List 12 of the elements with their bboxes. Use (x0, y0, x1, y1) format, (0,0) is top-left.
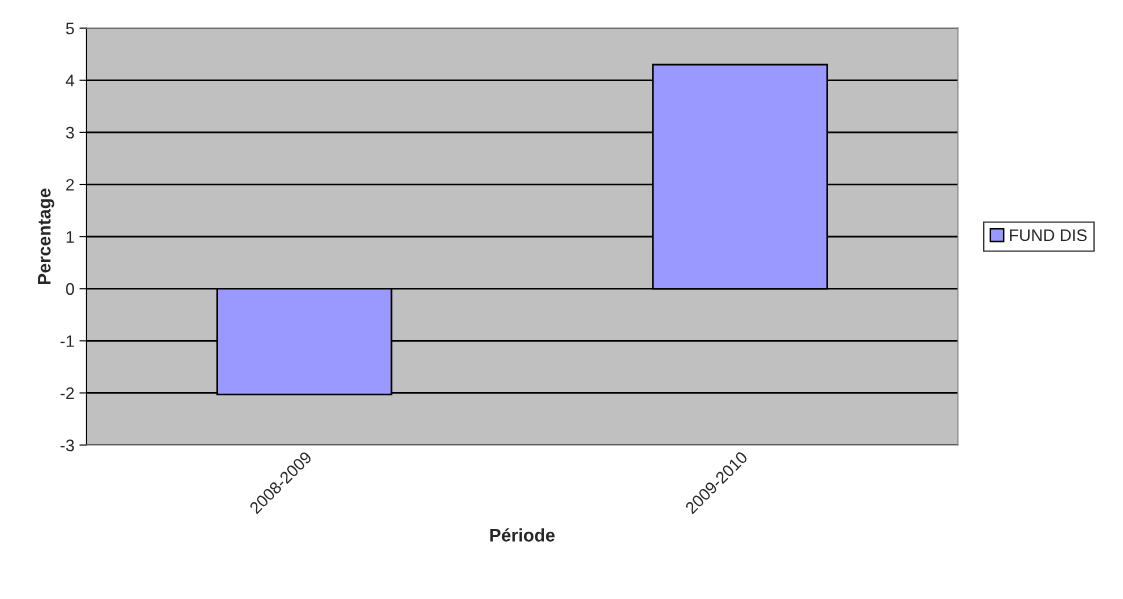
y-tick-label: 0 (66, 283, 75, 295)
y-tick-label: 4 (65, 74, 75, 87)
y-tick-label: -2 (60, 387, 74, 399)
y-tick-label: 3 (66, 126, 74, 139)
x-axis-title: Période (490, 528, 555, 542)
y-tick-label: -1 (60, 335, 74, 347)
y-tick-label: -3 (60, 439, 74, 452)
y-tick-label: 1 (66, 231, 74, 243)
y-tick-label: 2 (66, 178, 74, 191)
legend-label: FUND DIS (1010, 229, 1087, 242)
y-axis-title: Percentage (38, 188, 55, 285)
y-tick-label: 5 (66, 22, 74, 35)
